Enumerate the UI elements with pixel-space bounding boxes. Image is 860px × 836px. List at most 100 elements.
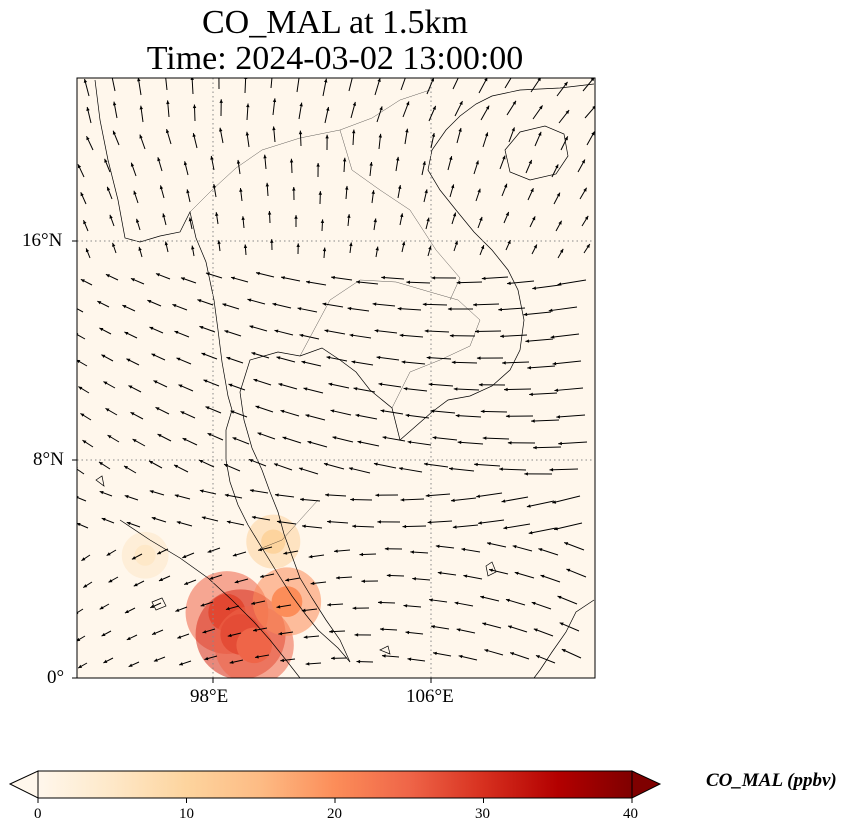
wind-arrow [428,598,448,603]
wind-arrow [98,461,111,470]
co-hotspot-core [271,586,303,618]
wind-arrow [294,215,298,228]
wind-arrow [99,327,112,335]
wind-arrow [397,185,402,199]
wind-arrow [153,380,168,388]
wind-arrow [327,603,344,607]
wind-arrow [184,579,197,585]
wind-arrow [454,601,474,607]
wind-arrow [135,218,141,231]
co-field-layer [121,514,322,678]
wind-arrow [101,630,112,637]
wind-arrow [112,130,120,146]
wind-arrow [553,522,583,531]
wind-arrow [289,158,294,174]
wind-arrow [423,462,449,468]
wind-arrow [199,489,217,495]
wind-arrow [83,78,90,97]
wind-arrow [282,436,302,444]
wind-arrow [239,188,243,202]
wind-arrow [506,280,535,285]
wind-arrow [380,409,404,415]
wind-arrow [327,520,349,524]
wind-arrow [386,573,405,578]
wind-arrow [107,434,120,443]
wind-arrow [192,133,198,149]
wind-arrow [175,606,188,612]
wind-arrow [427,520,453,525]
wind-arrow [399,333,424,338]
wind-arrow [323,462,345,470]
wind-arrow [452,524,479,529]
wind-arrow [153,656,166,662]
wind-arrow [218,78,220,90]
wind-arrow [176,357,192,365]
wind-arrow [395,156,400,172]
wind-arrow [162,213,167,226]
wind-arrow [246,103,250,121]
wind-arrow [122,304,136,312]
coastline-borneo [533,599,595,678]
wind-arrow [532,105,543,120]
wind-arrow [559,622,580,632]
wind-arrow [456,280,483,285]
wind-arrow [371,190,375,204]
wind-arrow [403,604,422,608]
wind-arrow [330,409,352,416]
wind-arrow [328,382,350,389]
wind-arrow [424,329,450,333]
wind-arrow [564,542,585,551]
wind-arrow [505,239,511,251]
wind-arrow [398,466,423,473]
wind-arrow [99,603,110,610]
wind-arrow [126,521,141,528]
wind-arrow [331,656,348,661]
wind-arrow [149,326,164,334]
wind-arrow [456,628,476,634]
wind-arrow [139,134,146,150]
wind-arrow [342,157,347,173]
wind-arrow [473,160,479,175]
wind-arrow [139,105,144,123]
wind-arrow [130,162,137,177]
wind-arrow [201,352,218,360]
wind-arrow [373,462,397,469]
wind-arrow [378,133,382,150]
wind-arrow [83,581,93,588]
wind-arrow [525,159,533,174]
wind-arrow [379,627,398,631]
wind-arrow [482,132,489,148]
wind-arrow [280,658,296,663]
wind-arrow [103,381,116,389]
wind-arrow [77,359,88,367]
wind-arrow [430,132,436,149]
wind-arrow [456,127,462,144]
wind-arrow [527,187,534,201]
wind-arrow [249,325,268,332]
wind-arrow [225,605,240,611]
wind-arrow [352,606,370,610]
wind-arrow [325,134,329,151]
wind-arrow [83,220,89,232]
wind-arrow [451,360,478,365]
wind-arrow [296,243,300,255]
wind-arrow [350,101,357,119]
lon-tick-98e: 98°E [190,686,229,707]
wind-arrow [382,435,406,442]
wind-arrow [234,578,249,584]
wind-arrow [509,652,530,660]
wind-arrow [215,212,219,225]
wind-arrow [550,333,580,339]
wind-arrow [310,581,327,586]
wind-arrow [106,186,113,200]
wind-arrow [205,406,222,414]
wind-arrow [527,365,556,370]
wind-arrow [556,414,586,419]
wind-arrow [488,568,509,575]
wind-arrow [252,627,268,632]
wind-arrow [506,100,517,116]
wind-arrow [461,547,481,553]
wind-arrow [326,355,348,362]
wind-arrow [132,438,146,447]
wind-arrow [475,188,481,202]
